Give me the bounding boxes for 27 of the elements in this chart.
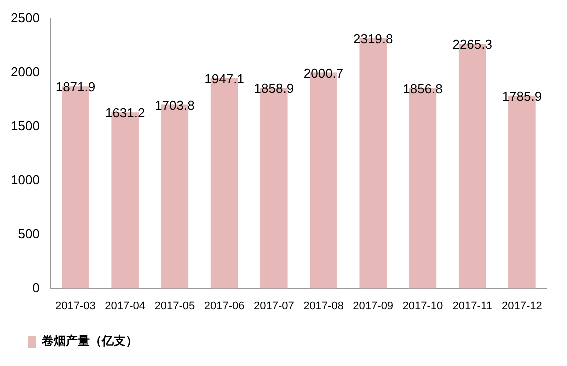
y-tick-label: 0 bbox=[32, 280, 40, 296]
x-tick-label: 2017-12 bbox=[502, 300, 542, 312]
y-tick-label: 1500 bbox=[11, 118, 40, 134]
data-label: 1858.9 bbox=[254, 81, 294, 96]
data-label: 1871.9 bbox=[56, 80, 96, 95]
x-tick-label: 2017-07 bbox=[254, 300, 294, 312]
data-label: 1703.8 bbox=[155, 98, 195, 113]
y-tick-label: 1000 bbox=[11, 172, 40, 188]
x-tick-label: 2017-04 bbox=[105, 300, 146, 312]
y-tick-label: 2500 bbox=[11, 10, 40, 26]
x-tick-label: 2017-06 bbox=[204, 300, 245, 312]
x-tick-label: 2017-05 bbox=[154, 300, 196, 312]
x-tick-label: 2017-10 bbox=[402, 300, 444, 312]
data-label: 2000.7 bbox=[304, 66, 344, 81]
data-label: 1947.1 bbox=[204, 72, 244, 87]
y-tick-label: 2000 bbox=[11, 64, 40, 80]
data-label: 2319.8 bbox=[353, 31, 394, 46]
legend-label: 卷烟产量（亿支） bbox=[41, 334, 138, 348]
data-label: 1631.2 bbox=[105, 106, 146, 121]
data-label: 1856.8 bbox=[403, 81, 443, 96]
data-label: 1785.9 bbox=[502, 89, 542, 104]
x-tick-label: 2017-11 bbox=[452, 300, 492, 312]
x-tick-label: 2017-08 bbox=[304, 300, 344, 312]
x-tick-label: 2017-03 bbox=[56, 300, 96, 312]
data-label: 2265.3 bbox=[452, 37, 492, 52]
x-tick-label: 2017-09 bbox=[353, 300, 394, 312]
y-tick-label: 500 bbox=[18, 226, 40, 242]
